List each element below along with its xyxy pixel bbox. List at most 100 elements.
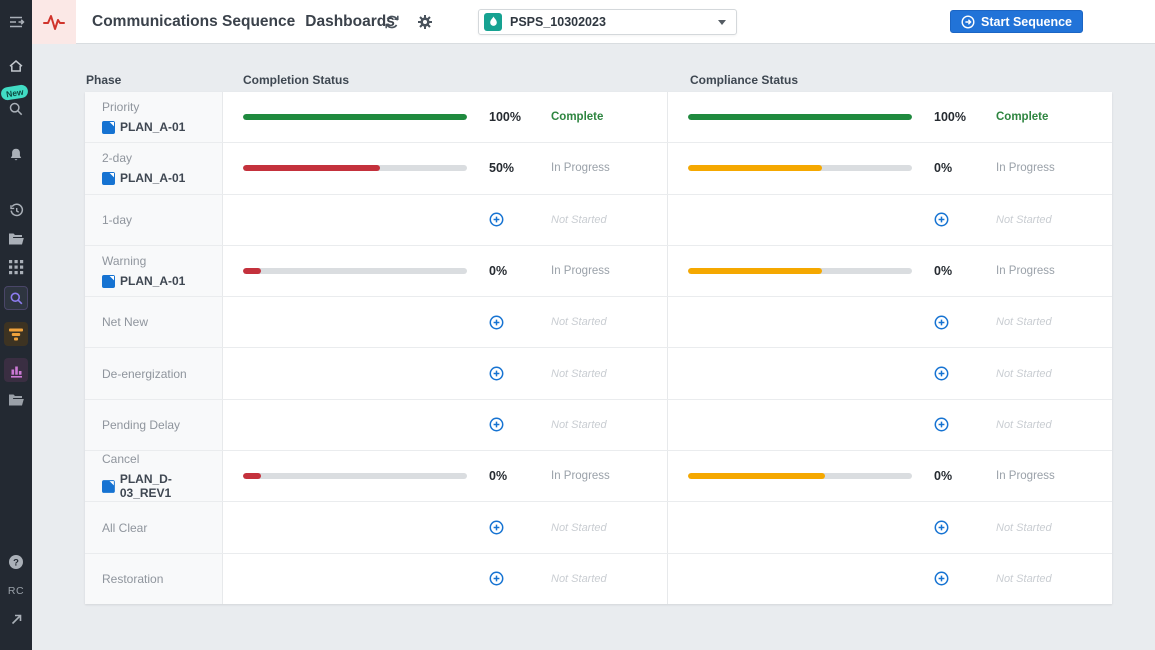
status-label: In Progress <box>996 265 1055 277</box>
add-plan-button[interactable] <box>489 315 504 330</box>
status-label: Not Started <box>551 419 607 431</box>
status-label: Not Started <box>996 214 1052 226</box>
external-link-icon[interactable] <box>0 612 32 627</box>
search-active-icon[interactable] <box>4 286 28 310</box>
plan-doc-icon <box>102 480 115 493</box>
sequence-selector[interactable]: PSPS_10302023 <box>478 9 737 35</box>
phase-cell: Cancel PLAN_D-03_REV1 <box>85 451 223 501</box>
table-row: 2-day PLAN_A-01 50% In Progress 0% In Pr… <box>85 143 1112 194</box>
page-subtitle: Dashboards <box>305 13 395 31</box>
percent-label: 100% <box>489 110 521 124</box>
plan-link[interactable]: PLAN_A-01 <box>102 171 222 185</box>
add-plan-button[interactable] <box>489 520 504 535</box>
phase-label: 1-day <box>102 213 222 227</box>
compliance-cell: 100% Complete <box>667 92 1112 142</box>
plan-doc-icon <box>102 275 115 288</box>
phase-cell: Net New <box>85 297 223 347</box>
status-label: Not Started <box>551 368 607 380</box>
help-icon[interactable]: ? <box>0 554 32 570</box>
add-plan-button[interactable] <box>489 417 504 432</box>
status-label: Complete <box>551 111 603 123</box>
add-plan-button[interactable] <box>489 212 504 227</box>
status-label: Not Started <box>996 522 1052 534</box>
compliance-cell: Not Started <box>667 195 1112 245</box>
add-plan-button[interactable] <box>934 366 949 381</box>
plan-name: PLAN_A-01 <box>120 171 185 185</box>
page-title: Communications Sequence <box>92 13 295 31</box>
add-plan-button[interactable] <box>934 571 949 586</box>
chevron-down-icon <box>718 20 726 25</box>
table-row: 1-day Not Started Not Started <box>85 195 1112 246</box>
progress-bar <box>688 473 934 479</box>
phase-label: Cancel <box>102 452 222 466</box>
start-sequence-button[interactable]: Start Sequence <box>950 10 1083 33</box>
plan-link[interactable]: PLAN_A-01 <box>102 274 222 288</box>
apps-grid-icon[interactable] <box>0 260 32 275</box>
compliance-cell: 0% In Progress <box>667 143 1112 193</box>
phase-cell: 2-day PLAN_A-01 <box>85 143 223 193</box>
status-label: In Progress <box>551 265 610 277</box>
table-row: Warning PLAN_A-01 0% In Progress 0% In P… <box>85 246 1112 297</box>
bell-icon[interactable] <box>0 147 32 163</box>
completion-cell: Not Started <box>223 554 667 604</box>
filter-funnel-icon[interactable] <box>4 322 28 346</box>
sidebar-toggle-icon[interactable] <box>0 14 32 30</box>
table-row: Pending Delay Not Started Not Started <box>85 400 1112 451</box>
column-header-phase: Phase <box>86 73 121 87</box>
column-headers: Phase Completion Status Compliance Statu… <box>0 73 1155 89</box>
status-label: In Progress <box>551 470 610 482</box>
status-label: Not Started <box>551 573 607 585</box>
percent-label: 0% <box>934 264 952 278</box>
status-label: In Progress <box>996 162 1055 174</box>
plan-doc-icon <box>102 121 115 134</box>
pulse-logo-icon <box>42 12 66 32</box>
history-icon[interactable] <box>0 202 32 219</box>
status-label: In Progress <box>996 470 1055 482</box>
refresh-icon[interactable] <box>384 14 400 35</box>
status-label: Not Started <box>996 573 1052 585</box>
add-plan-button[interactable] <box>934 315 949 330</box>
status-label: Complete <box>996 111 1048 123</box>
gear-icon[interactable] <box>417 14 433 35</box>
plan-name: PLAN_A-01 <box>120 120 185 134</box>
search-icon[interactable] <box>0 101 32 117</box>
table-row: Restoration Not Started Not Started <box>85 554 1112 604</box>
compliance-cell: 0% In Progress <box>667 451 1112 501</box>
table-row: Priority PLAN_A-01 100% Complete 100% Co… <box>85 92 1112 143</box>
column-header-completion: Completion Status <box>243 73 349 87</box>
app-logo[interactable] <box>32 0 76 44</box>
progress-bar <box>688 114 934 120</box>
phase-cell: Pending Delay <box>85 400 223 450</box>
add-plan-button[interactable] <box>934 212 949 227</box>
status-label: Not Started <box>996 368 1052 380</box>
percent-label: 0% <box>934 161 952 175</box>
completion-cell: Not Started <box>223 297 667 347</box>
user-initials[interactable]: RC <box>0 585 32 597</box>
phase-cell: De-energization <box>85 348 223 398</box>
percent-label: 0% <box>489 469 507 483</box>
completion-cell: 0% In Progress <box>223 451 667 501</box>
phase-label: Priority <box>102 100 222 114</box>
compliance-cell: Not Started <box>667 297 1112 347</box>
percent-label: 0% <box>489 264 507 278</box>
phase-cell: All Clear <box>85 502 223 552</box>
progress-bar <box>243 114 489 120</box>
bar-chart-icon[interactable] <box>4 358 28 382</box>
add-plan-button[interactable] <box>489 571 504 586</box>
plan-link[interactable]: PLAN_A-01 <box>102 120 222 134</box>
new-badge: New <box>0 84 29 101</box>
start-sequence-label: Start Sequence <box>981 15 1072 29</box>
phase-label: Warning <box>102 254 222 268</box>
compliance-cell: Not Started <box>667 502 1112 552</box>
phase-cell: Warning PLAN_A-01 <box>85 246 223 296</box>
plan-link[interactable]: PLAN_D-03_REV1 <box>102 472 222 500</box>
home-icon[interactable] <box>0 58 32 74</box>
folder-search-icon[interactable] <box>0 393 32 407</box>
folder-open-icon[interactable] <box>0 232 32 246</box>
sequence-selector-value: PSPS_10302023 <box>510 15 718 29</box>
add-plan-button[interactable] <box>489 366 504 381</box>
progress-bar <box>688 165 934 171</box>
add-plan-button[interactable] <box>934 520 949 535</box>
add-plan-button[interactable] <box>934 417 949 432</box>
table-row: Cancel PLAN_D-03_REV1 0% In Progress 0% … <box>85 451 1112 502</box>
